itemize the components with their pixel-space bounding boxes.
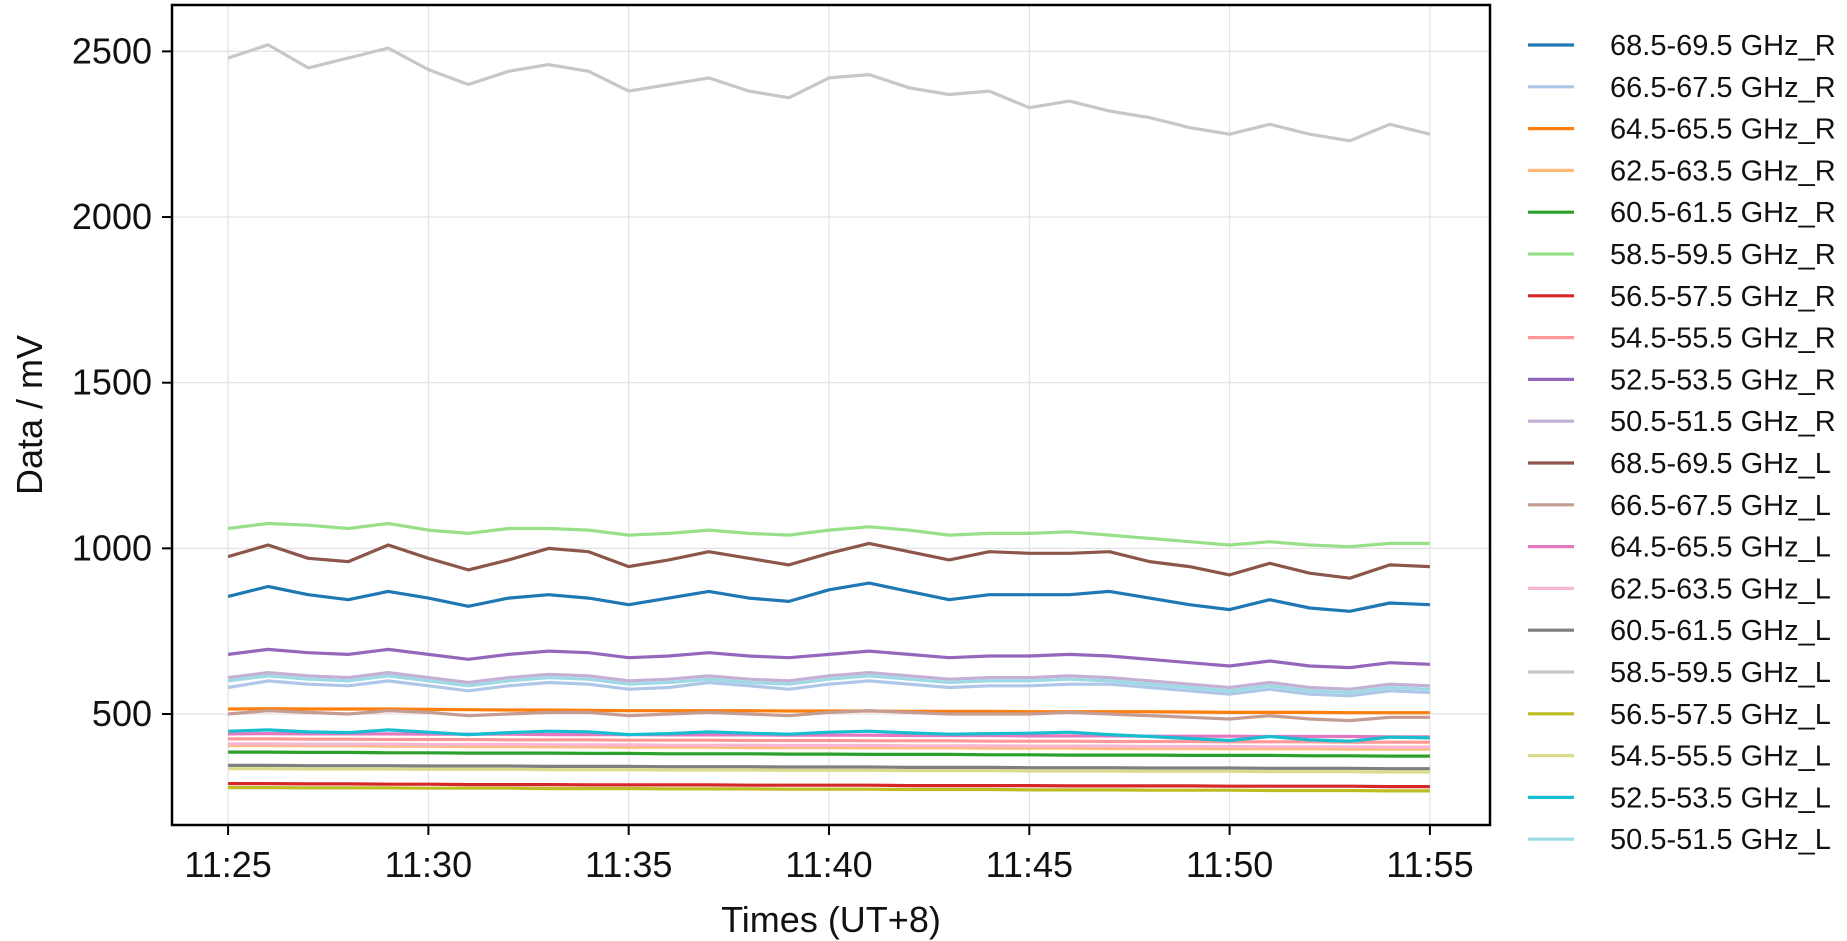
series-line-4 xyxy=(228,750,1430,758)
legend-label: 66.5-67.5 GHz_R xyxy=(1610,72,1836,104)
legend-label: 60.5-61.5 GHz_R xyxy=(1610,197,1836,229)
legend-label: 52.5-53.5 GHz_L xyxy=(1610,782,1831,814)
legend-item: 68.5-69.5 GHz_R xyxy=(1528,30,1836,62)
x-axis: 11:25 11:30 11:35 11:40 11:45 11:50 11:55 xyxy=(184,825,1474,885)
x-tick-label: 11:55 xyxy=(1386,844,1473,885)
legend-label: 50.5-51.5 GHz_R xyxy=(1610,406,1836,438)
grid xyxy=(172,5,1490,825)
legend-label: 54.5-55.5 GHz_L xyxy=(1610,741,1831,773)
series-line-6 xyxy=(228,781,1430,789)
x-tick-label: 11:25 xyxy=(184,844,271,885)
legend-label: 62.5-63.5 GHz_R xyxy=(1610,155,1836,187)
legend-label: 58.5-59.5 GHz_L xyxy=(1610,657,1831,689)
legend-item: 62.5-63.5 GHz_R xyxy=(1528,155,1836,187)
plot-frame xyxy=(170,3,1492,827)
legend-item: 58.5-59.5 GHz_R xyxy=(1528,239,1836,271)
legend-label: 54.5-55.5 GHz_R xyxy=(1610,323,1836,355)
series-line-1 xyxy=(227,679,1430,698)
legend-item: 52.5-53.5 GHz_R xyxy=(1528,364,1836,396)
y-tick-label: 1500 xyxy=(72,362,152,403)
series-line-17 xyxy=(228,767,1430,774)
series-line-12 xyxy=(228,731,1430,739)
x-axis-label: Times (UT+8) xyxy=(721,899,941,940)
legend-item: 50.5-51.5 GHz_L xyxy=(1528,824,1831,856)
legend-label: 64.5-65.5 GHz_R xyxy=(1610,114,1836,146)
legend-item: 54.5-55.5 GHz_L xyxy=(1528,741,1831,773)
y-tick-label: 2000 xyxy=(72,196,152,237)
x-tick-label: 11:35 xyxy=(585,844,672,885)
legend-label: 50.5-51.5 GHz_L xyxy=(1610,824,1831,856)
legend-item: 56.5-57.5 GHz_R xyxy=(1528,281,1836,313)
legend-label: 56.5-57.5 GHz_R xyxy=(1610,281,1836,313)
legend-item: 66.5-67.5 GHz_R xyxy=(1528,72,1836,104)
legend-label: 66.5-67.5 GHz_L xyxy=(1610,490,1831,522)
x-tick-label: 11:30 xyxy=(385,844,472,885)
legend-label: 62.5-63.5 GHz_L xyxy=(1610,573,1831,605)
legend-item: 54.5-55.5 GHz_R xyxy=(1528,323,1836,355)
series-line-19 xyxy=(227,674,1430,695)
legend-item: 60.5-61.5 GHz_L xyxy=(1528,615,1831,647)
series-line-18 xyxy=(228,728,1430,743)
legend-label: 56.5-57.5 GHz_L xyxy=(1610,699,1831,731)
series-line-10 xyxy=(227,541,1430,580)
legend-item: 58.5-59.5 GHz_L xyxy=(1528,657,1831,689)
series-line-15 xyxy=(227,43,1431,143)
legend-item: 64.5-65.5 GHz_R xyxy=(1528,114,1836,146)
legend-item: 62.5-63.5 GHz_L xyxy=(1528,573,1831,605)
legend-item: 68.5-69.5 GHz_L xyxy=(1528,448,1831,480)
legend-item: 64.5-65.5 GHz_L xyxy=(1528,532,1831,564)
series-line-11 xyxy=(227,709,1430,723)
series-line-9 xyxy=(227,670,1430,691)
legend-label: 64.5-65.5 GHz_L xyxy=(1610,532,1831,564)
legend-label: 68.5-69.5 GHz_L xyxy=(1610,448,1831,480)
x-tick-label: 11:50 xyxy=(1186,844,1273,885)
y-axis: 500 1000 1500 2000 2500 xyxy=(72,30,172,734)
legend-label: 60.5-61.5 GHz_L xyxy=(1610,615,1831,647)
series-line-0 xyxy=(227,581,1430,613)
series-line-8 xyxy=(227,647,1430,670)
series-lines xyxy=(227,43,1431,793)
legend-label: 68.5-69.5 GHz_R xyxy=(1610,30,1836,62)
legend: 68.5-69.5 GHz_R 66.5-67.5 GHz_R 64.5-65.5 … xyxy=(1528,30,1836,856)
legend-item: 50.5-51.5 GHz_R xyxy=(1528,406,1836,438)
series-line-5 xyxy=(227,521,1430,549)
series-line-16 xyxy=(228,785,1430,793)
legend-item: 56.5-57.5 GHz_L xyxy=(1528,699,1831,731)
y-tick-label: 500 xyxy=(92,693,152,734)
legend-item: 66.5-67.5 GHz_L xyxy=(1528,490,1831,522)
legend-label: 58.5-59.5 GHz_R xyxy=(1610,239,1836,271)
x-tick-label: 11:40 xyxy=(785,844,872,885)
series-line-14 xyxy=(228,763,1430,771)
y-tick-label: 2500 xyxy=(72,30,152,71)
series-line-13 xyxy=(228,742,1430,749)
y-tick-label: 1000 xyxy=(72,527,152,568)
y-axis-label: Data / mV xyxy=(9,335,50,495)
legend-item: 60.5-61.5 GHz_R xyxy=(1528,197,1836,229)
legend-item: 52.5-53.5 GHz_L xyxy=(1528,782,1831,814)
x-tick-label: 11:45 xyxy=(986,844,1073,885)
legend-label: 52.5-53.5 GHz_R xyxy=(1610,364,1836,396)
